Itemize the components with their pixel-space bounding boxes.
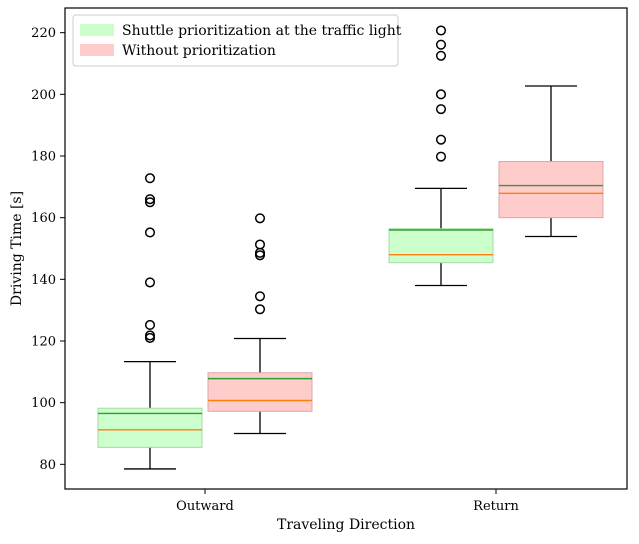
x-tick-label: Return bbox=[473, 499, 519, 514]
box-prioritization-return bbox=[388, 25, 494, 287]
box-iqr bbox=[498, 161, 604, 219]
outlier-point bbox=[435, 151, 447, 162]
y-tick-label: 140 bbox=[31, 273, 56, 288]
y-tick-label: 160 bbox=[31, 211, 56, 226]
outlier-point bbox=[144, 330, 156, 341]
outlier-point bbox=[144, 173, 156, 184]
outlier-point bbox=[144, 227, 156, 238]
legend-frame bbox=[72, 14, 399, 67]
outlier-point bbox=[435, 134, 447, 145]
x-axis-title: Traveling Direction bbox=[277, 517, 415, 533]
boxes-layer bbox=[97, 25, 604, 470]
outlier-point bbox=[435, 104, 447, 115]
box-iqr bbox=[97, 407, 203, 448]
outlier-point bbox=[435, 50, 447, 61]
y-axis-title: Driving Time [s] bbox=[9, 191, 25, 306]
outlier-point bbox=[144, 277, 156, 288]
x-tick-label: Outward bbox=[176, 499, 234, 514]
outlier-point bbox=[254, 304, 266, 315]
legend-label-without-prioritization: Without prioritization bbox=[122, 43, 276, 59]
box-iqr bbox=[388, 228, 494, 264]
y-tick-label: 180 bbox=[31, 150, 56, 165]
legend-label-prioritization: Shuttle prioritization at the traffic li… bbox=[122, 23, 402, 39]
plot-frame bbox=[64, 7, 628, 490]
y-tick-label: 100 bbox=[31, 396, 56, 411]
legend-swatch-prioritization bbox=[80, 24, 114, 36]
y-tick-label: 120 bbox=[31, 335, 56, 350]
box-prioritization-outward bbox=[97, 173, 203, 470]
outlier-point bbox=[254, 239, 266, 250]
outlier-point bbox=[435, 39, 447, 50]
box-without-prioritization-return bbox=[498, 85, 604, 238]
y-tick-label: 220 bbox=[31, 26, 56, 41]
legend-swatch-without-prioritization bbox=[80, 44, 114, 56]
y-tick-label: 80 bbox=[39, 458, 56, 473]
box-without-prioritization-outward bbox=[207, 213, 313, 435]
outlier-point bbox=[254, 213, 266, 224]
outlier-point bbox=[254, 291, 266, 302]
outlier-point bbox=[435, 25, 447, 36]
outlier-point bbox=[144, 319, 156, 331]
outlier-point bbox=[144, 194, 156, 205]
y-tick-label: 200 bbox=[31, 88, 56, 103]
outlier-point bbox=[435, 89, 447, 100]
outlier-point bbox=[144, 197, 156, 208]
x-axis: Outward Return bbox=[176, 489, 519, 514]
y-axis: 80 100 120 140 160 180 200 220 bbox=[31, 26, 65, 473]
legend: Shuttle prioritization at the traffic li… bbox=[72, 14, 402, 67]
